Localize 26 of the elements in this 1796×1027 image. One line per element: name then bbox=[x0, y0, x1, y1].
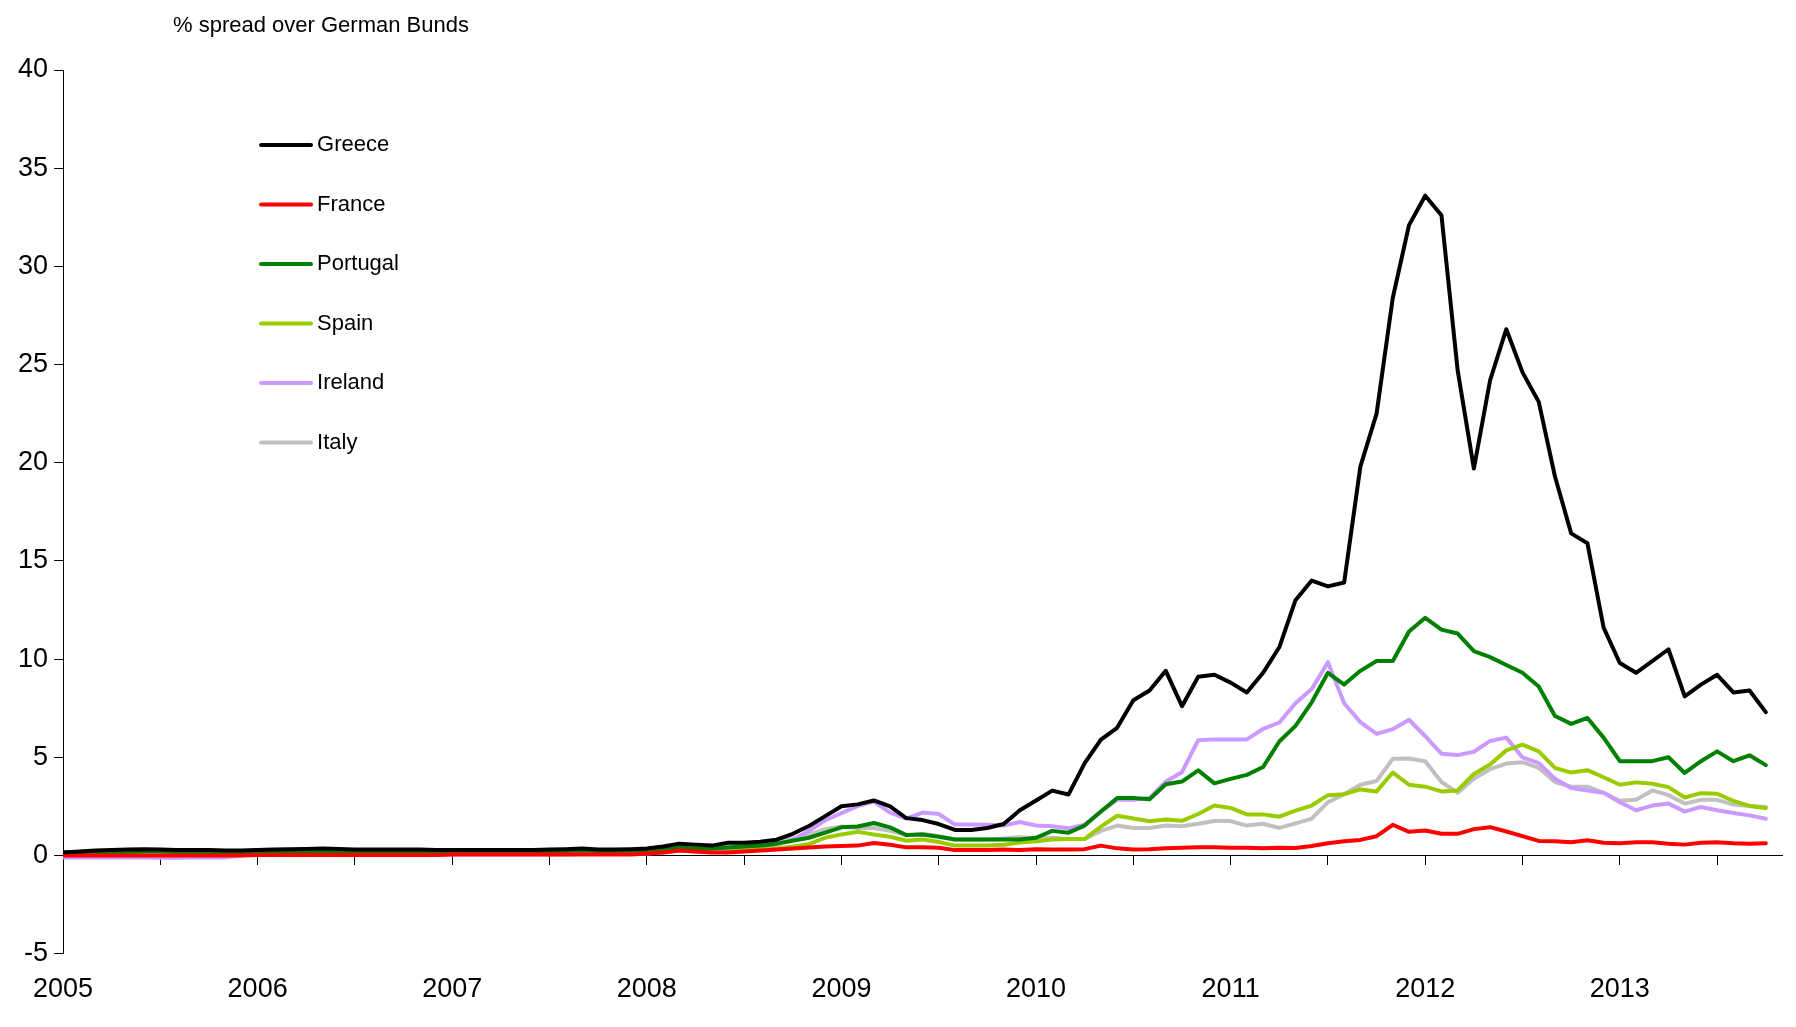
y-tick-label: 5 bbox=[33, 740, 49, 771]
legend-label: Ireland bbox=[317, 369, 385, 395]
x-tick-label: 2013 bbox=[1589, 973, 1650, 1004]
y-tick-label: 15 bbox=[17, 544, 49, 575]
legend-label: France bbox=[317, 190, 386, 216]
y-tick-label: 20 bbox=[17, 446, 49, 477]
x-tick-label: 2006 bbox=[227, 973, 288, 1004]
legend-label: Spain bbox=[317, 309, 374, 335]
x-tick-label: 2011 bbox=[1201, 973, 1260, 1004]
x-tick-label: 2010 bbox=[1005, 973, 1067, 1004]
x-tick-label: 2005 bbox=[32, 973, 94, 1004]
x-tick-label: 2007 bbox=[422, 973, 483, 1004]
legend-label: Portugal bbox=[317, 250, 399, 276]
legend-label: Greece bbox=[317, 131, 390, 157]
x-tick-label: 2012 bbox=[1395, 973, 1456, 1004]
y-tick-label: 40 bbox=[17, 53, 49, 84]
y-tick-label: -5 bbox=[24, 937, 49, 968]
y-tick-label: 25 bbox=[17, 347, 49, 378]
y-axis-title: % spread over German Bunds bbox=[173, 12, 469, 37]
y-tick-label: 0 bbox=[33, 838, 49, 869]
x-tick-label: 2009 bbox=[811, 973, 872, 1004]
y-tick-label: 30 bbox=[17, 249, 49, 280]
y-tick-label: 35 bbox=[17, 151, 49, 182]
x-tick-label: 2008 bbox=[616, 973, 677, 1004]
legend-label: Italy bbox=[317, 428, 358, 454]
y-tick-label: 10 bbox=[17, 642, 49, 673]
